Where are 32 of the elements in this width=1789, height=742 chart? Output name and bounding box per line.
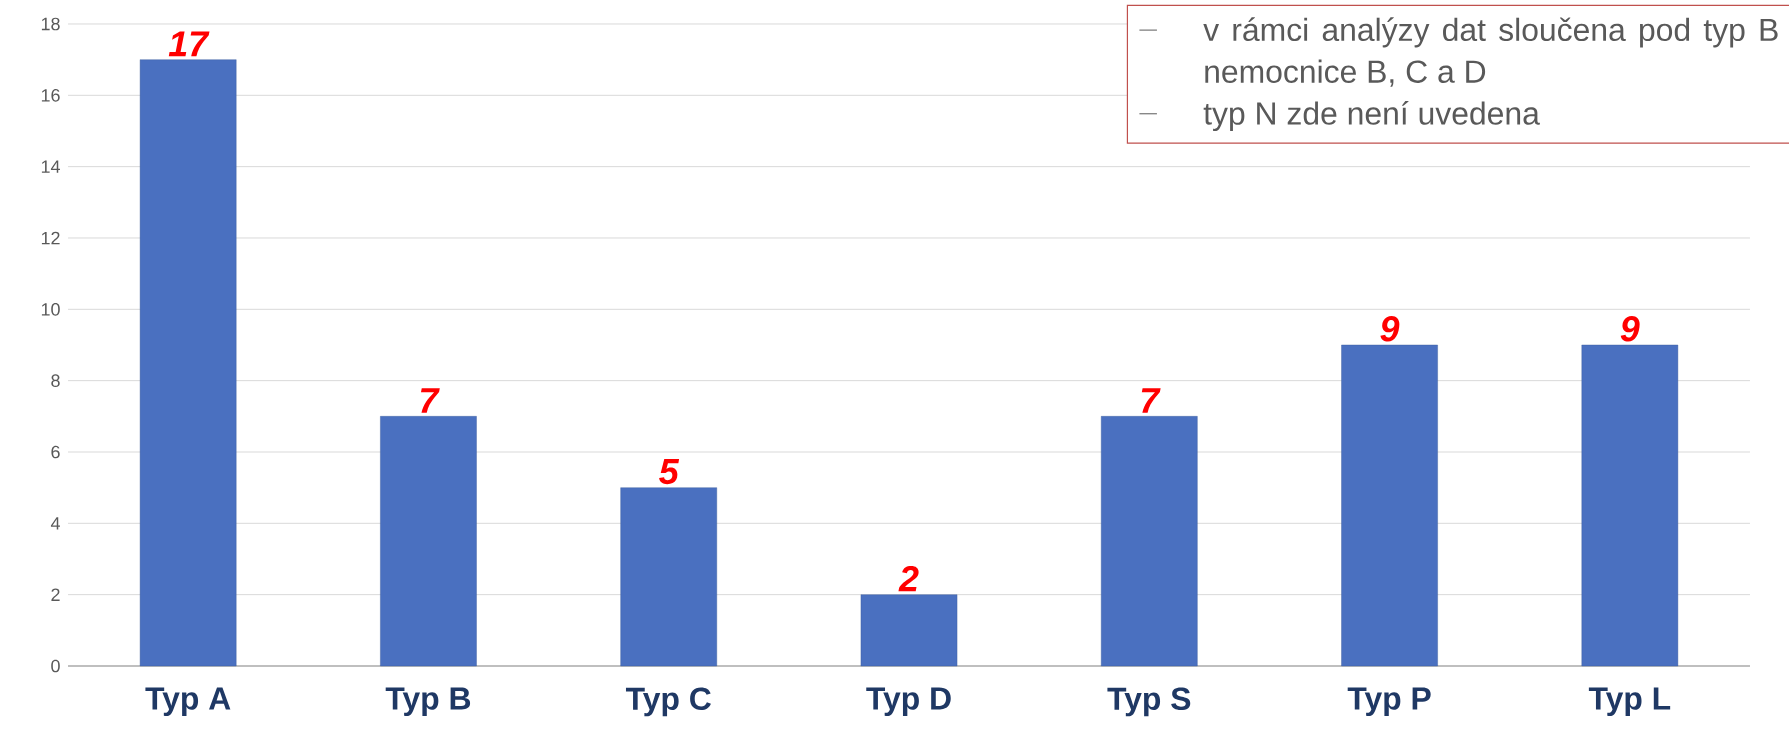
data-label: 7: [420, 388, 440, 413]
bar: [1341, 344, 1438, 667]
x-tick-label: Typ D: [866, 687, 951, 717]
y-tick-label: 12: [41, 231, 60, 245]
y-tick-label: 18: [41, 17, 60, 31]
y-tick-label: 10: [41, 302, 60, 316]
y-tick-label: 0: [51, 659, 60, 673]
bar: [1581, 344, 1679, 667]
y-tick-label: 14: [41, 160, 60, 173]
x-tick-label: Typ L: [1588, 687, 1671, 717]
x-tick-label: Typ S: [1107, 687, 1191, 717]
bar: [380, 416, 477, 667]
x-tick-label: Typ B: [385, 687, 471, 717]
data-label: 9: [1380, 316, 1400, 342]
bar: [860, 594, 958, 667]
bar: [139, 59, 237, 667]
y-tick-label: 8: [51, 374, 60, 387]
annotation: typ N zde není uvedena: [1203, 101, 1540, 132]
data-label: 17: [168, 31, 210, 57]
x-tick-label: Typ P: [1347, 687, 1431, 717]
y-tick-label: 16: [41, 88, 60, 102]
x-tick-label: Typ C: [625, 687, 711, 717]
data-label: 9: [1620, 316, 1640, 342]
data-label: 7: [1141, 388, 1161, 413]
bar: [620, 487, 717, 667]
data-label: 2: [898, 566, 919, 592]
y-tick-label: 6: [51, 445, 60, 459]
bar: [1101, 416, 1198, 667]
data-label: 5: [659, 459, 680, 485]
y-tick-label: 2: [51, 588, 60, 601]
x-tick-label: Typ A: [145, 687, 231, 717]
y-tick-label: 4: [50, 517, 60, 530]
